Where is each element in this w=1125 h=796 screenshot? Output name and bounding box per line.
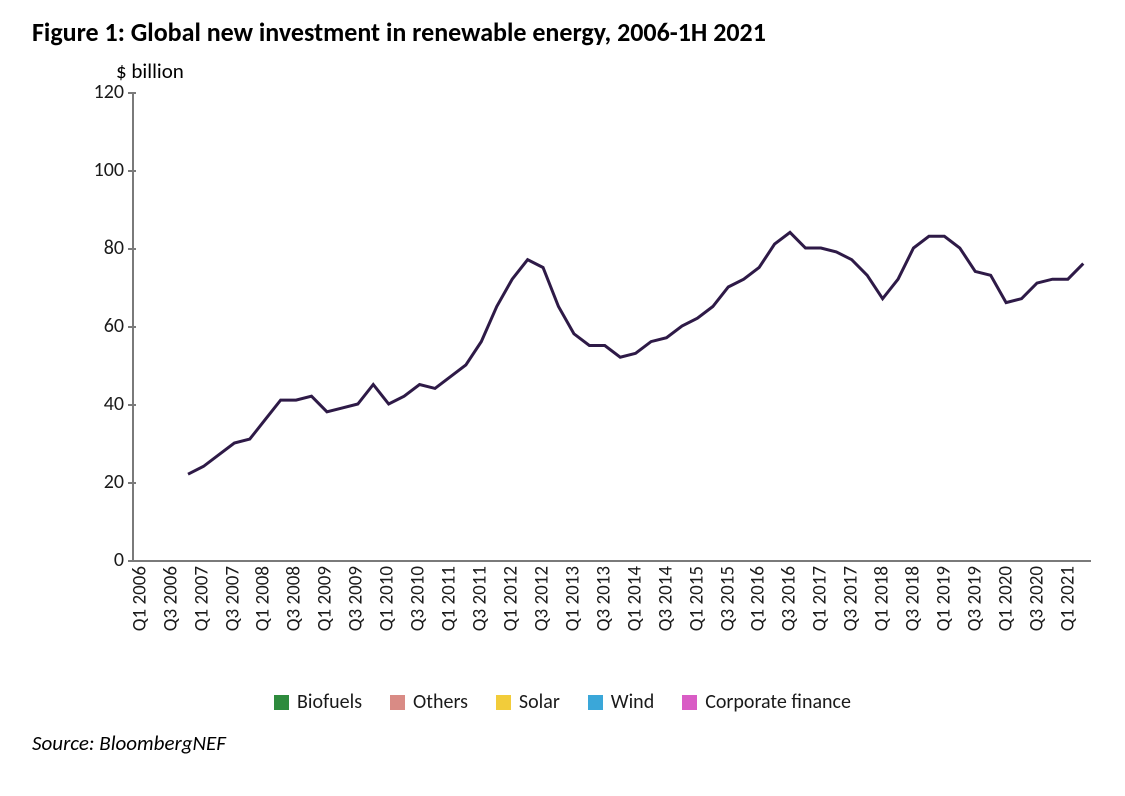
x-tick-label: Q3 2016 (778, 566, 801, 631)
legend-swatch (496, 695, 511, 710)
legend-item-corporate: Corporate finance (682, 690, 851, 714)
x-tick-label: Q3 2020 (1025, 566, 1048, 631)
legend-label: Biofuels (297, 690, 362, 714)
figure-title: Figure 1: Global new investment in renew… (32, 16, 1097, 48)
x-tick-label: Q1 2020 (994, 566, 1017, 631)
x-tick-label: Q1 2008 (252, 566, 275, 631)
x-tick-label: Q3 2009 (345, 566, 368, 631)
x-tick-label: Q3 2018 (902, 566, 925, 631)
x-tick-label: Q1 2012 (499, 566, 522, 631)
legend-item-biofuels: Biofuels (274, 690, 362, 714)
legend-label: Corporate finance (705, 690, 851, 714)
x-tick-label: Q1 2014 (623, 566, 646, 631)
line-overlay (134, 92, 1091, 560)
x-tick-label: Q3 2006 (159, 566, 182, 631)
moving-average-line (188, 232, 1083, 474)
y-tick-label: 40 (84, 392, 124, 416)
x-tick-label: Q3 2008 (283, 566, 306, 631)
y-tick-label: 120 (84, 80, 124, 104)
chart: 020406080100120 (76, 92, 1091, 562)
x-tick-label: Q1 2021 (1056, 566, 1079, 631)
legend-swatch (274, 695, 289, 710)
y-tick-label: 100 (84, 158, 124, 182)
legend-label: Wind (611, 690, 654, 714)
x-tick-label: Q1 2015 (685, 566, 708, 631)
x-tick-label: Q3 2011 (469, 566, 492, 631)
legend-item-others: Others (390, 690, 468, 714)
y-tick-label: 20 (84, 470, 124, 494)
x-tick-label: Q3 2017 (840, 566, 863, 631)
y-axis-unit: $ billion (116, 58, 1097, 84)
legend-swatch (390, 695, 405, 710)
x-tick-label: Q1 2010 (376, 566, 399, 631)
legend-item-solar: Solar (496, 690, 560, 714)
y-tick-label: 80 (84, 236, 124, 260)
x-tick-label: Q3 2007 (221, 566, 244, 631)
x-tick-label: Q1 2019 (933, 566, 956, 631)
x-tick-label: Q1 2011 (438, 566, 461, 631)
x-tick-label: Q1 2016 (747, 566, 770, 631)
x-tick-label: Q3 2013 (592, 566, 615, 631)
x-tick-label: Q3 2012 (530, 566, 553, 631)
x-tick-label: Q3 2010 (407, 566, 430, 631)
x-tick-label: Q1 2007 (190, 566, 213, 631)
x-tick-label: Q1 2006 (128, 566, 151, 631)
x-tick-label: Q1 2018 (871, 566, 894, 631)
x-tick-label: Q3 2014 (654, 566, 677, 631)
figure-source: Source: BloombergNEF (32, 730, 1097, 756)
legend-swatch (682, 695, 697, 710)
x-tick-label: Q1 2013 (561, 566, 584, 631)
legend-label: Others (413, 690, 468, 714)
x-tick-label: Q3 2015 (716, 566, 739, 631)
legend-swatch (588, 695, 603, 710)
y-tick-label: 0 (84, 548, 124, 572)
x-tick-label: Q3 2019 (963, 566, 986, 631)
figure-page: Figure 1: Global new investment in renew… (0, 0, 1125, 796)
legend: Biofuels Others Solar Wind Corporate finance (28, 690, 1097, 716)
x-axis-labels: Q1 2006Q3 2006Q1 2007Q3 2007Q1 2008Q3 20… (132, 562, 1091, 684)
y-tick-label: 60 (84, 314, 124, 338)
x-tick-label: Q1 2009 (314, 566, 337, 631)
legend-label: Solar (519, 690, 560, 714)
x-tick-label: Q1 2017 (809, 566, 832, 631)
plot-area: 020406080100120 (132, 92, 1091, 562)
legend-item-wind: Wind (588, 690, 654, 714)
